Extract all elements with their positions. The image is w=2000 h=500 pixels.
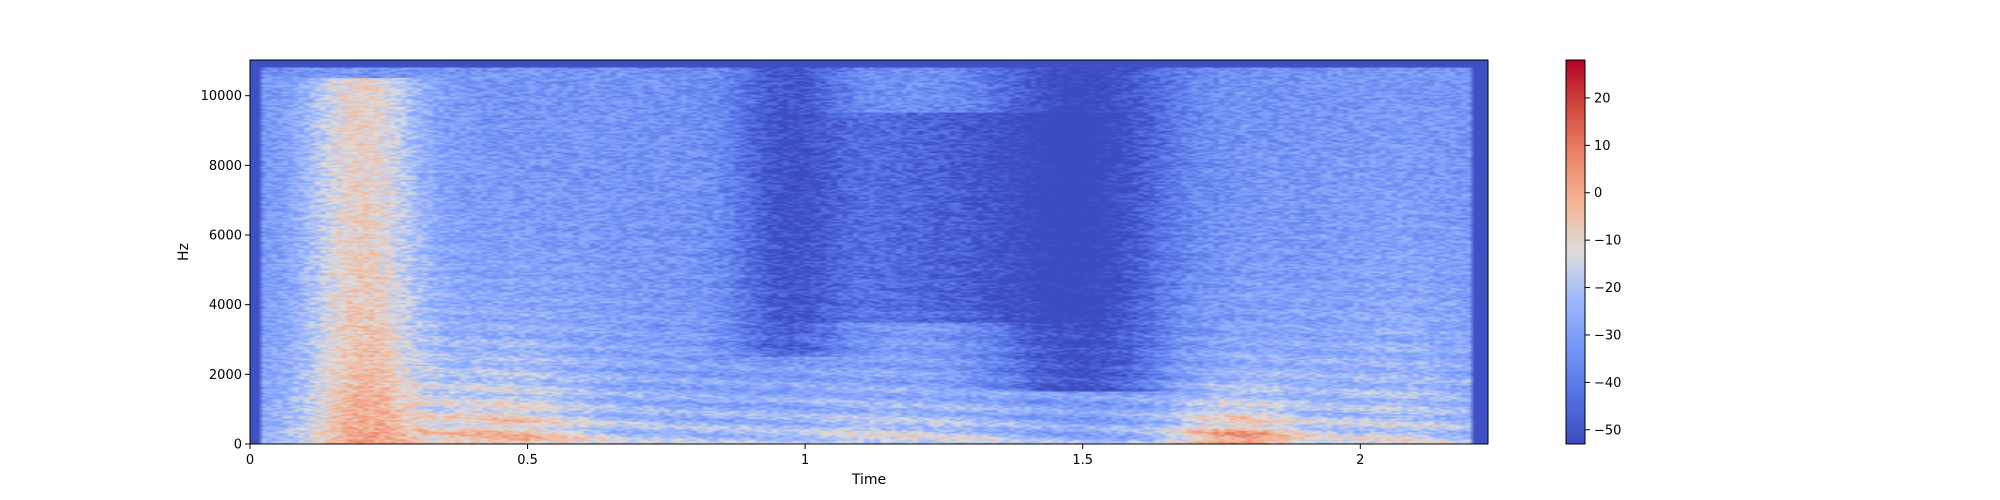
y-tick-label: 8000 <box>209 159 242 174</box>
colorbar-tick-label: −50 <box>1594 423 1621 438</box>
y-tick-label: 10000 <box>201 89 242 104</box>
colorbar-tick-label: 0 <box>1594 186 1602 201</box>
colorbar: 20 10 0 −10 −20 −30 −40 −50 <box>1565 59 1621 445</box>
x-tick-label: 0.5 <box>517 453 538 468</box>
x-tick-label: 0 <box>246 453 254 468</box>
x-tick-label: 1.5 <box>1072 453 1093 468</box>
colorbar-tick-label: −10 <box>1594 234 1621 249</box>
colorbar-gradient <box>1566 60 1585 444</box>
x-tick-label: 1 <box>801 453 809 468</box>
colorbar-frame <box>1565 59 1586 445</box>
y-axis-label: Hz <box>176 243 192 261</box>
colorbar-tick-label: 10 <box>1594 139 1611 154</box>
spectrogram-heatmap <box>250 60 1488 444</box>
y-tick-label: 0 <box>234 438 242 453</box>
plot-frame <box>249 59 1489 445</box>
colorbar-tick-label: −40 <box>1594 376 1621 391</box>
colorbar-tick-label: 20 <box>1594 91 1611 106</box>
x-axis: 0 0.5 1 1.5 2 <box>246 444 1364 468</box>
colorbar-tick-label: −30 <box>1594 328 1621 343</box>
x-axis-label: Time <box>851 472 886 488</box>
y-axis: 0 2000 4000 6000 8000 10000 <box>201 89 250 453</box>
x-tick-label: 2 <box>1356 453 1364 468</box>
plot-area <box>249 59 1489 445</box>
y-tick-label: 2000 <box>209 368 242 383</box>
y-tick-label: 4000 <box>209 298 242 313</box>
colorbar-ticks: 20 10 0 −10 −20 −30 −40 −50 <box>1585 91 1621 438</box>
y-tick-label: 6000 <box>209 229 242 244</box>
colorbar-tick-label: −20 <box>1594 281 1621 296</box>
